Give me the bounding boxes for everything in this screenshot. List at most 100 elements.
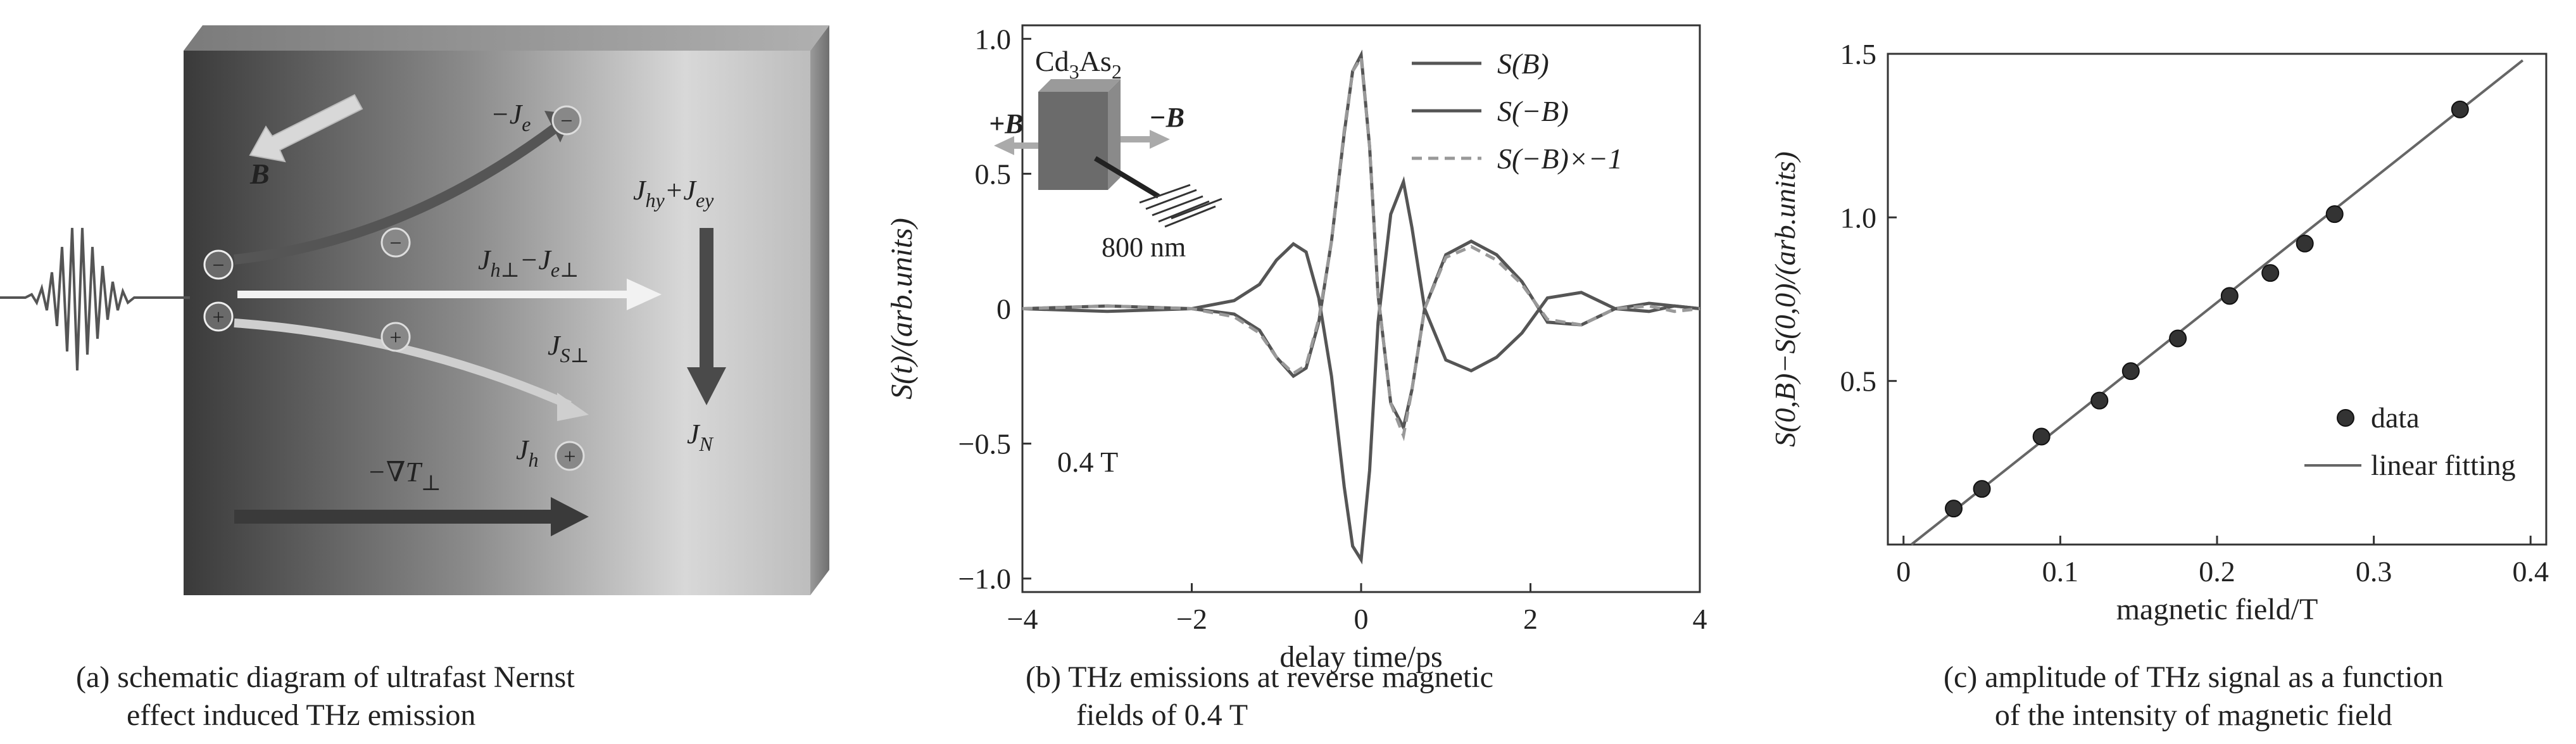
b-field-arrow [249, 94, 363, 163]
x-tick-label: −4 [1007, 603, 1038, 635]
electron-mid-sign: − [389, 232, 401, 255]
data-point [2121, 362, 2140, 381]
legend-entry: S(B) [1497, 47, 1549, 80]
legend-data-marker [2337, 409, 2354, 427]
wavelength-label: 800 nm [1102, 232, 1186, 263]
nernst-schematic: − + B − − −Je Jh⊥−Je⊥ + + JS⊥ Jh Jhy+Jey… [0, 25, 829, 595]
x-tick-label: 4 [1693, 603, 1707, 635]
y-tick-label: −0.5 [958, 428, 1011, 460]
hole-end-sign: + [563, 445, 575, 469]
perp-current-arrowhead [627, 279, 662, 310]
electron-mid-icon [380, 227, 411, 258]
caption-c: (c) amplitude of THz signal as a functio… [1944, 659, 2444, 735]
chart-b-axes: −4 −2 0 2 4 −1.0 −0.5 0 0.5 1.0 delay time/ps S(t)/… [885, 23, 1707, 674]
plus-b-label: +B [989, 108, 1023, 139]
x-tick-label: 0.4 [2512, 555, 2549, 588]
panel-c-amplitude: 0 0.1 0.2 0.3 0.4 0.5 1.0 1.5 magnetic field/T S(… [1716, 0, 2576, 744]
chart-c-axes: 0 0.1 0.2 0.3 0.4 0.5 1.0 1.5 magnetic field/T S(… [1769, 38, 2549, 626]
x-tick-label: 0 [1354, 603, 1369, 635]
jh-perp-je-perp-label: Jh⊥−Je⊥ [478, 244, 579, 281]
y-tick-label: 0.5 [1840, 365, 1877, 398]
electron-end-sign: − [560, 110, 572, 133]
hole-mid-icon [380, 322, 411, 352]
chart-b-series [1022, 49, 1700, 565]
y-tick-label: 1.5 [1840, 38, 1877, 70]
jh-label: Jh [516, 434, 539, 471]
legend-entry: S(−B) [1497, 95, 1569, 127]
temperature-gradient-arrow [234, 510, 557, 524]
minus-je-label: −Je [491, 99, 531, 136]
cube-top-face [184, 25, 829, 51]
chart-b-frame [1021, 24, 1701, 593]
caption-b-line2: fields of 0.4 T [1076, 698, 1248, 732]
chart-c-series [1910, 59, 2524, 546]
legend-entry: S(−B)×−1 [1497, 142, 1623, 175]
caption-c-line1: (c) amplitude of THz signal as a functio… [1944, 660, 2444, 694]
x-tick-label: 2 [1523, 603, 1538, 635]
hole-sign: + [212, 306, 224, 329]
chart-b-legend: S(B) S(−B) S(−B)×−1 [1412, 47, 1623, 175]
x-tick-label: 0.3 [2356, 555, 2392, 588]
panel-b-thz-emissions: −4 −2 0 2 4 −1.0 −0.5 0 0.5 1.0 delay time/ps S(t)/… [842, 0, 1716, 744]
data-point [2451, 100, 2469, 118]
x-tick-label: −2 [1176, 603, 1207, 635]
hole-charge-icon [203, 301, 234, 332]
data-point [2325, 205, 2344, 224]
x-tick-label: 0.2 [2199, 555, 2235, 588]
thz-emission-chart: −4 −2 0 2 4 −1.0 −0.5 0 0.5 1.0 delay time/ps S(t)/… [885, 23, 1707, 674]
sample-cube-top [1038, 79, 1121, 92]
data-point [2032, 427, 2051, 446]
y-tick-label: −1.0 [958, 563, 1011, 595]
material-label: Cd3As2 [1035, 45, 1122, 83]
thz-pulse-waveform [0, 227, 190, 371]
minus-b-label: −B [1149, 102, 1184, 133]
data-point [2169, 329, 2187, 348]
y-tick-label: 1.0 [1840, 201, 1877, 234]
linear-fit-line [1910, 59, 2524, 546]
electron-sign: − [212, 254, 224, 277]
hole-current-arrow [234, 318, 572, 410]
caption-c-line2: of the intensity of magnetic field [1994, 698, 2392, 732]
sample-cube-front [1038, 92, 1108, 190]
b-field-label: B [249, 158, 270, 190]
jn-label: JN [687, 419, 714, 455]
cube-side-face [810, 25, 829, 595]
hole-end-icon [555, 441, 585, 471]
y-axis-label: S(0,B)−S(0,0)/(arb.units) [1769, 151, 1801, 447]
temperature-gradient-arrowhead [551, 497, 589, 536]
amplitude-vs-field-chart: 0 0.1 0.2 0.3 0.4 0.5 1.0 1.5 magnetic field/T S(… [1769, 38, 2549, 626]
js-perp-label: JS⊥ [548, 330, 589, 367]
data-point [2296, 234, 2314, 253]
jn-arrowhead [687, 367, 726, 405]
x-tick-label: 0 [1896, 555, 1911, 588]
electron-current-arrow [234, 122, 560, 265]
panel-a-schematic: − + B − − −Je Jh⊥−Je⊥ + + JS⊥ Jh Jhy+Jey… [0, 0, 842, 744]
data-point [1973, 480, 1991, 498]
minus-b-arrowhead [1150, 130, 1170, 149]
laser-beam [1093, 156, 1160, 199]
x-tick-label: 0.1 [2042, 555, 2079, 588]
caption-b: (b) THz emissions at reverse magnetic fi… [1026, 659, 1493, 735]
caption-a: (a) schematic diagram of ultrafast Nerns… [76, 659, 575, 735]
grad-t-label: −∇T⊥ [367, 457, 441, 495]
electron-charge-icon [203, 249, 234, 280]
series-line-2 [1022, 53, 1700, 441]
data-point [2090, 391, 2109, 410]
data-point [2261, 264, 2280, 282]
sample-cube-side [1108, 79, 1121, 190]
x-axis-label: delay time/ps [1279, 640, 1442, 674]
laser-pulse-icon [1139, 184, 1222, 228]
legend-data-label: data [2371, 401, 2420, 434]
field-strength-label: 0.4 T [1057, 446, 1118, 478]
data-point [2220, 287, 2239, 305]
electron-end-icon [551, 105, 582, 136]
y-tick-label: 0.5 [975, 158, 1012, 190]
sample-inset: +B −B Cd3As2 800 nm [989, 45, 1222, 263]
plus-b-arrowhead [994, 136, 1014, 155]
legend-fit-label: linear fitting [2371, 449, 2516, 481]
caption-a-line2: effect induced THz emission [127, 698, 476, 732]
data-point [1945, 500, 1963, 518]
chart-c-legend: data linear fitting [2304, 401, 2516, 481]
hole-mid-sign: + [389, 326, 401, 350]
series-line-1 [1022, 176, 1700, 565]
